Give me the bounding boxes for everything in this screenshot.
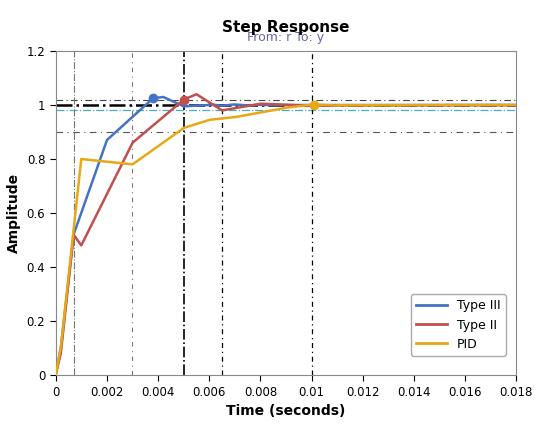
Y-axis label: Amplitude: Amplitude (7, 173, 21, 253)
Title: Step Response: Step Response (222, 20, 350, 34)
Legend: Type III, Type II, PID: Type III, Type II, PID (410, 295, 505, 356)
Text: From: r To: y: From: r To: y (247, 31, 325, 44)
X-axis label: Time (seconds): Time (seconds) (226, 404, 346, 418)
